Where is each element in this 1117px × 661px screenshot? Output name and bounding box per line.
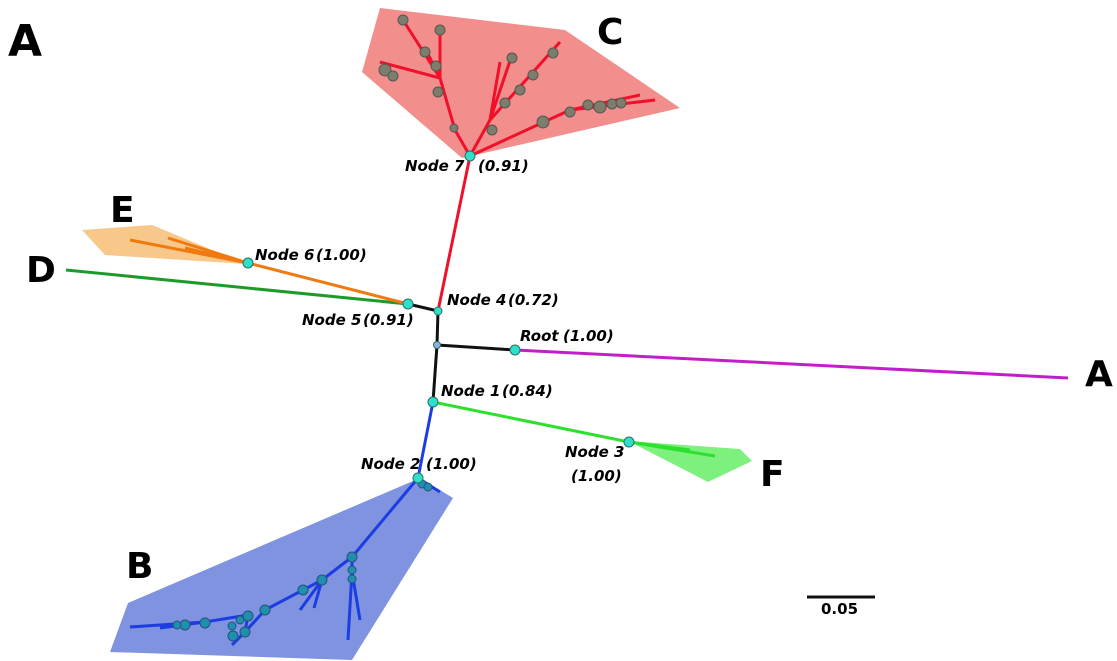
- root-marker: [510, 345, 520, 355]
- node-3-marker: [624, 437, 634, 447]
- clade-label-b: B: [126, 546, 153, 587]
- node-5-support: (0.91): [363, 311, 414, 329]
- clade-d-branch: [66, 270, 408, 304]
- node-6-support: (1.00): [316, 246, 367, 264]
- node-7-marker: [465, 151, 475, 161]
- unnamed-node-marker: [434, 342, 441, 349]
- panel-label: A: [8, 16, 42, 67]
- node-4-marker: [434, 307, 442, 315]
- clade-b-region: [110, 478, 453, 660]
- node-6-label: Node 6: [255, 246, 314, 264]
- clade-a-branch: [515, 350, 1068, 378]
- node-1-label: Node 1: [441, 382, 500, 400]
- node-4-label: Node 4: [447, 291, 506, 309]
- clade-label-e: E: [110, 190, 135, 231]
- node-2-marker: [413, 473, 423, 483]
- scale-bar-label: 0.05: [821, 600, 858, 618]
- root-label: Root: [520, 327, 559, 345]
- node-5-marker: [403, 299, 413, 309]
- node-3-label: Node 3: [565, 443, 624, 461]
- clade-label-d: D: [26, 250, 56, 291]
- node-1-support: (0.84): [502, 382, 553, 400]
- clade-label-f: F: [760, 454, 785, 495]
- node-7-label: Node 7: [405, 157, 465, 175]
- node-1-marker: [428, 397, 438, 407]
- root-support: (1.00): [563, 327, 614, 345]
- node-2-label: Node 2: [361, 455, 420, 473]
- node-3-support: (1.00): [571, 467, 622, 485]
- clade-f-region: [628, 441, 752, 482]
- node-4-support: (0.72): [508, 291, 559, 309]
- node-6-marker: [243, 258, 253, 268]
- node-2-support: (1.00): [426, 455, 477, 473]
- clade-label-c: C: [597, 12, 623, 53]
- clade-label-a: A: [1085, 354, 1113, 395]
- node-5-label: Node 5: [302, 311, 361, 329]
- node-7-support: (0.91): [478, 157, 529, 175]
